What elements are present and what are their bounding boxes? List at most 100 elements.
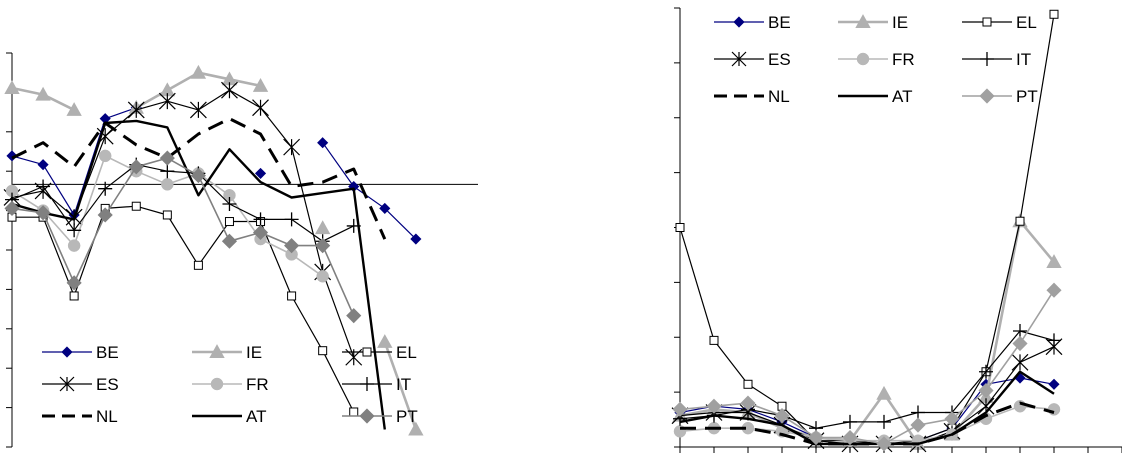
legend-marker-es — [59, 376, 75, 392]
chart-1-legend: BE IE EL ES FR IT NL AT PT — [42, 343, 418, 426]
left-line-chart: BE IE EL ES FR IT NL AT PT — [3, 52, 478, 448]
legend-marker-el — [362, 347, 372, 357]
legend-item-pt: PT — [962, 87, 1038, 106]
chart-2-series-pt — [672, 282, 1062, 452]
legend-label-nl: NL — [768, 87, 790, 106]
legend-item-at: AT — [192, 407, 266, 426]
data-point-it — [253, 212, 268, 227]
legend-label-fr: FR — [246, 375, 269, 394]
data-point-el — [1049, 9, 1059, 19]
series-line-at — [11, 119, 386, 430]
chart-1-series-nl — [11, 117, 387, 240]
data-point-es — [283, 138, 301, 156]
data-point-pt — [672, 401, 688, 417]
data-point-be — [410, 233, 422, 245]
legend-item-es: ES — [714, 50, 791, 69]
legend-marker-be — [61, 346, 73, 358]
data-point-it — [1013, 323, 1027, 338]
series-line-at — [679, 370, 1055, 446]
data-point-pt — [808, 430, 824, 446]
data-point-fr — [98, 149, 112, 163]
data-point-el — [224, 217, 234, 227]
legend-label-el: EL — [396, 343, 417, 362]
data-point-pt — [346, 308, 362, 324]
data-point-ie — [35, 86, 51, 101]
data-point-it — [222, 197, 237, 212]
data-point-pt — [774, 408, 790, 424]
data-point-pt — [252, 224, 269, 241]
legend-item-el: EL — [342, 343, 417, 362]
data-point-el — [193, 260, 203, 270]
data-point-be — [37, 159, 49, 171]
legend-item-nl: NL — [42, 407, 118, 426]
legend-label-be: BE — [768, 13, 791, 32]
data-point-it — [284, 212, 299, 227]
data-point-pt — [740, 395, 756, 411]
chart-2-series-fr — [673, 399, 1061, 447]
data-point-be — [379, 202, 391, 214]
data-point-fr — [161, 178, 174, 191]
legend-marker-be — [733, 16, 745, 28]
data-point-el — [318, 346, 328, 356]
legend-item-be: BE — [714, 13, 791, 32]
series-line-es — [11, 89, 355, 358]
data-point-pt — [876, 436, 892, 452]
legend-marker-it — [360, 377, 374, 391]
legend-item-pt: PT — [342, 407, 418, 426]
data-point-pt — [284, 238, 300, 254]
series-line-pt — [679, 289, 1055, 445]
data-point-el — [69, 291, 79, 301]
legend-label-ie: IE — [246, 343, 262, 362]
legend-label-pt: PT — [1016, 87, 1038, 106]
legend-marker-pt — [359, 408, 375, 424]
data-point-el — [709, 335, 719, 345]
legend-marker-pt — [979, 88, 995, 104]
chart-1-series-pt — [4, 150, 362, 324]
legend-marker-ie — [209, 344, 225, 359]
data-point-es — [158, 92, 176, 110]
legend-item-be: BE — [42, 343, 119, 362]
data-point-pt — [1012, 335, 1028, 352]
data-point-be — [254, 167, 267, 179]
chart-2-series-el — [675, 9, 1059, 449]
legend-label-ie: IE — [892, 13, 908, 32]
legend-marker-fr — [210, 377, 224, 391]
series-line-nl — [680, 401, 1055, 446]
data-point-pt — [221, 233, 238, 249]
chart-1-series-es — [3, 81, 363, 366]
legend-item-nl: NL — [714, 87, 790, 106]
data-point-el — [131, 201, 141, 211]
data-point-ie — [252, 78, 269, 92]
data-point-es — [189, 101, 207, 119]
legend-marker-it — [980, 52, 994, 66]
data-point-pt — [944, 411, 960, 427]
legend-marker-ie — [855, 14, 871, 29]
data-point-it — [160, 164, 175, 179]
legend-label-es: ES — [768, 50, 791, 69]
series-line-nl — [11, 117, 387, 240]
legend-label-at: AT — [892, 87, 912, 106]
legend-item-it: IT — [342, 375, 411, 394]
data-point-it — [36, 179, 51, 194]
data-point-ie — [408, 421, 424, 436]
right-line-chart: BE IE EL ES FR IT NL AT PT — [671, 7, 1122, 453]
data-point-pt — [910, 417, 926, 433]
data-point-el — [675, 223, 685, 232]
series-line-it — [679, 330, 1055, 429]
chart-1-series-it — [5, 157, 361, 249]
data-point-es — [127, 101, 145, 119]
data-point-pt — [159, 150, 175, 166]
data-point-ie — [1046, 254, 1062, 268]
data-point-it — [98, 181, 113, 196]
data-point-el — [349, 407, 359, 417]
data-point-es — [252, 99, 269, 117]
data-point-it — [843, 414, 857, 429]
series-line-be — [679, 377, 1055, 442]
data-point-fr — [1047, 403, 1061, 416]
legend-item-el: EL — [962, 13, 1037, 32]
legend-item-es: ES — [42, 375, 119, 394]
legend-label-it: IT — [1016, 50, 1031, 69]
legend-label-pt: PT — [396, 407, 418, 426]
legend-label-fr: FR — [892, 50, 915, 69]
